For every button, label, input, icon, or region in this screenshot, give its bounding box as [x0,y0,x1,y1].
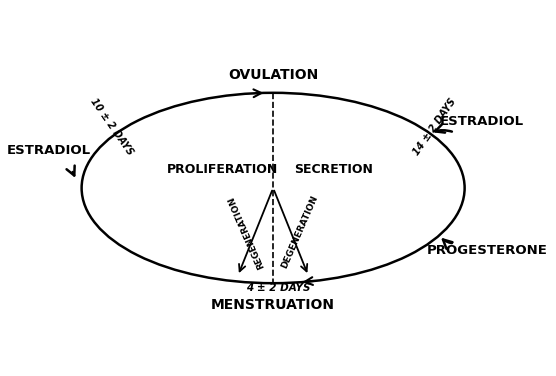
Text: MENSTRUATION: MENSTRUATION [211,298,335,312]
Text: ESTRADIOL: ESTRADIOL [7,144,91,158]
Text: 10 ± 2 DAYS: 10 ± 2 DAYS [88,97,135,157]
Text: REGENERATION: REGENERATION [227,194,266,270]
Text: PROGESTERONE: PROGESTERONE [427,244,548,258]
Text: 14 ± 2 DAYS: 14 ± 2 DAYS [411,97,458,157]
Text: 4 ± 2 DAYS: 4 ± 2 DAYS [246,283,310,293]
Text: ESTRADIOL: ESTRADIOL [440,115,524,128]
Text: SECRETION: SECRETION [294,163,373,176]
Text: PROLIFERATION: PROLIFERATION [167,163,279,176]
Text: OVULATION: OVULATION [228,68,318,82]
Text: DEGENERATION: DEGENERATION [280,194,320,270]
